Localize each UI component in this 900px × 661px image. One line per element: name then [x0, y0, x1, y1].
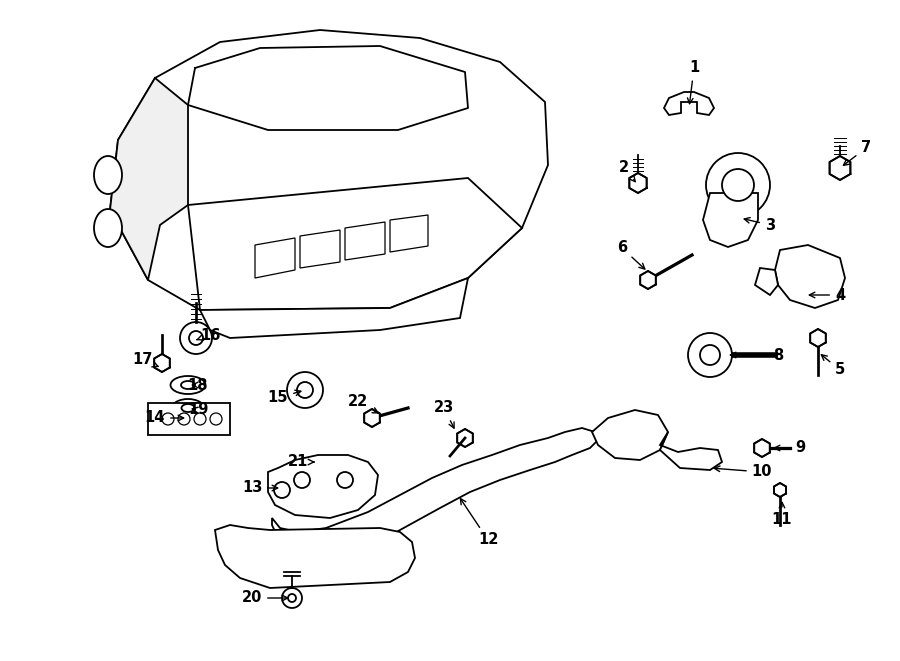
- Polygon shape: [629, 173, 647, 193]
- Polygon shape: [664, 92, 714, 115]
- Text: 7: 7: [843, 141, 871, 165]
- Ellipse shape: [170, 376, 205, 394]
- Text: 11: 11: [772, 502, 792, 527]
- Bar: [148, 403, 230, 435]
- Circle shape: [274, 482, 290, 498]
- Text: 6: 6: [616, 241, 644, 269]
- Ellipse shape: [182, 404, 194, 412]
- Polygon shape: [774, 483, 786, 497]
- Polygon shape: [364, 409, 380, 427]
- Circle shape: [282, 588, 302, 608]
- Polygon shape: [592, 410, 668, 460]
- Ellipse shape: [94, 156, 122, 194]
- Text: 21: 21: [288, 455, 314, 469]
- Polygon shape: [345, 222, 385, 260]
- Text: 8: 8: [730, 348, 783, 362]
- Circle shape: [294, 472, 310, 488]
- Circle shape: [194, 413, 206, 425]
- Polygon shape: [255, 238, 295, 278]
- Text: 20: 20: [242, 590, 288, 605]
- Polygon shape: [300, 230, 340, 268]
- Circle shape: [722, 169, 754, 201]
- Polygon shape: [154, 354, 170, 372]
- Text: 3: 3: [744, 217, 775, 233]
- Polygon shape: [268, 455, 378, 518]
- Polygon shape: [215, 525, 415, 588]
- Circle shape: [337, 472, 353, 488]
- Polygon shape: [188, 178, 522, 310]
- Polygon shape: [457, 429, 472, 447]
- Polygon shape: [775, 245, 845, 308]
- Text: 9: 9: [774, 440, 806, 455]
- Polygon shape: [110, 30, 548, 318]
- Polygon shape: [754, 439, 770, 457]
- Ellipse shape: [94, 209, 122, 247]
- Text: 15: 15: [268, 390, 301, 405]
- Text: 2: 2: [619, 161, 635, 182]
- Circle shape: [700, 345, 720, 365]
- Text: 12: 12: [461, 498, 499, 547]
- Polygon shape: [755, 268, 778, 295]
- Circle shape: [180, 322, 212, 354]
- Polygon shape: [810, 329, 826, 347]
- Text: 10: 10: [715, 465, 772, 479]
- Text: 19: 19: [188, 403, 208, 418]
- Circle shape: [688, 333, 732, 377]
- Polygon shape: [660, 432, 722, 470]
- Circle shape: [189, 331, 203, 345]
- Ellipse shape: [181, 381, 195, 389]
- Text: 17: 17: [131, 352, 158, 368]
- Text: 22: 22: [348, 395, 378, 413]
- Polygon shape: [110, 78, 188, 280]
- Text: 16: 16: [197, 327, 220, 342]
- Text: 18: 18: [188, 377, 208, 393]
- Text: 14: 14: [145, 410, 184, 426]
- Text: 4: 4: [809, 288, 845, 303]
- Polygon shape: [200, 278, 468, 338]
- Circle shape: [297, 382, 313, 398]
- Text: 1: 1: [688, 61, 699, 104]
- Circle shape: [162, 413, 174, 425]
- Polygon shape: [390, 215, 428, 252]
- Circle shape: [210, 413, 222, 425]
- Polygon shape: [640, 271, 656, 289]
- Circle shape: [706, 153, 770, 217]
- Ellipse shape: [172, 399, 204, 417]
- Polygon shape: [830, 156, 850, 180]
- Polygon shape: [272, 428, 598, 555]
- Polygon shape: [703, 193, 758, 247]
- Text: 23: 23: [434, 401, 454, 428]
- Text: 5: 5: [822, 355, 845, 377]
- Circle shape: [287, 372, 323, 408]
- Circle shape: [288, 594, 296, 602]
- Circle shape: [178, 413, 190, 425]
- Text: 13: 13: [242, 481, 278, 496]
